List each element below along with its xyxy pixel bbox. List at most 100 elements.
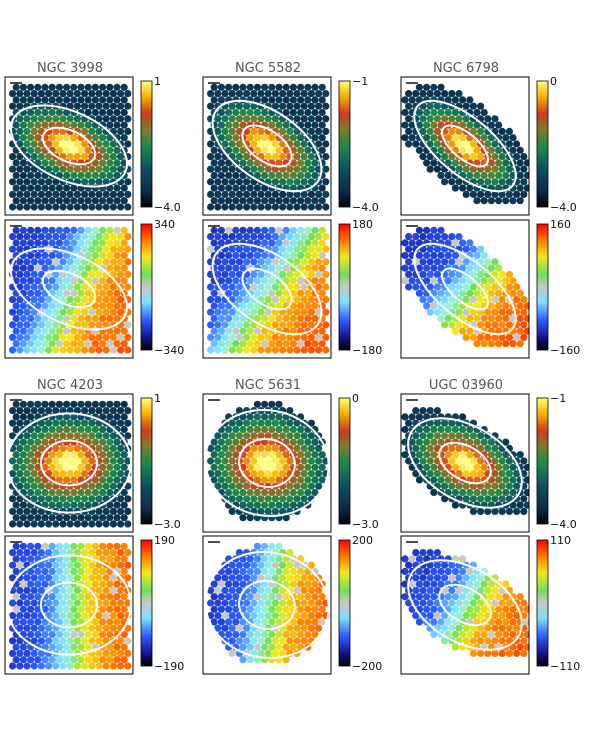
spaxel bbox=[52, 258, 60, 266]
spaxel bbox=[70, 567, 78, 576]
spaxel bbox=[225, 630, 233, 639]
spaxel bbox=[509, 146, 517, 154]
spaxel bbox=[23, 612, 31, 620]
spaxel bbox=[315, 190, 323, 198]
spaxel bbox=[257, 333, 265, 341]
spaxel bbox=[441, 178, 449, 186]
spaxel bbox=[232, 226, 240, 234]
spaxel bbox=[401, 438, 409, 446]
spaxel bbox=[415, 438, 423, 446]
spaxel bbox=[106, 83, 114, 91]
spaxel bbox=[315, 612, 323, 620]
spaxel bbox=[523, 184, 529, 192]
spaxel bbox=[520, 333, 528, 341]
spaxel bbox=[88, 333, 96, 341]
spaxel bbox=[113, 656, 121, 664]
spaxel bbox=[250, 586, 258, 595]
spaxel bbox=[495, 451, 503, 459]
spaxel bbox=[477, 507, 485, 515]
spaxel bbox=[264, 233, 272, 241]
spaxel bbox=[462, 296, 470, 304]
spaxel bbox=[286, 190, 294, 198]
spaxel bbox=[120, 593, 128, 601]
spaxel bbox=[484, 321, 492, 329]
spaxel bbox=[289, 340, 297, 348]
spaxel bbox=[19, 239, 27, 247]
spaxel bbox=[70, 555, 78, 563]
spaxel bbox=[275, 567, 283, 576]
spaxel bbox=[228, 90, 236, 98]
spaxel bbox=[268, 226, 276, 234]
spaxel bbox=[214, 321, 222, 329]
spaxel bbox=[268, 340, 276, 348]
spaxel bbox=[444, 277, 452, 285]
spaxel bbox=[286, 495, 294, 503]
spaxel bbox=[505, 599, 513, 607]
spaxel bbox=[275, 555, 283, 563]
spaxel bbox=[88, 245, 96, 253]
spaxel bbox=[91, 314, 99, 323]
spaxel bbox=[221, 482, 229, 490]
spaxel bbox=[59, 586, 67, 595]
spaxel bbox=[315, 482, 323, 490]
spaxel bbox=[477, 296, 485, 304]
spaxel bbox=[70, 121, 78, 129]
spaxel bbox=[106, 476, 114, 484]
spaxel bbox=[225, 159, 233, 167]
spaxel bbox=[16, 549, 24, 557]
spaxel bbox=[257, 507, 265, 515]
spaxel bbox=[293, 321, 301, 329]
spaxel bbox=[23, 233, 31, 241]
spaxel bbox=[106, 514, 114, 522]
spaxel bbox=[102, 153, 110, 161]
spaxel bbox=[253, 134, 261, 142]
spaxel bbox=[455, 470, 463, 478]
spaxel bbox=[491, 283, 499, 291]
spaxel bbox=[509, 134, 517, 142]
spaxel bbox=[243, 346, 251, 354]
spaxel bbox=[322, 283, 330, 291]
spaxel bbox=[91, 580, 99, 588]
spaxel bbox=[286, 586, 294, 595]
spaxel bbox=[451, 184, 459, 192]
spaxel bbox=[113, 340, 121, 348]
spaxel bbox=[113, 567, 121, 576]
spaxel bbox=[73, 561, 81, 569]
spaxel bbox=[498, 165, 506, 173]
spaxel bbox=[81, 470, 89, 478]
spaxel bbox=[253, 593, 261, 601]
spaxel bbox=[48, 226, 56, 234]
map-panel-flux: −1−4.0 bbox=[202, 75, 379, 216]
spaxel bbox=[113, 451, 121, 459]
spaxel bbox=[239, 618, 247, 626]
spaxel bbox=[484, 115, 492, 123]
spaxel bbox=[41, 605, 49, 613]
spaxel bbox=[81, 296, 89, 304]
spaxel bbox=[210, 451, 218, 459]
spaxel bbox=[293, 90, 301, 98]
spaxel bbox=[19, 413, 27, 421]
spaxel bbox=[9, 549, 17, 557]
spaxel bbox=[307, 444, 315, 452]
spaxel bbox=[322, 321, 330, 329]
spaxel bbox=[214, 333, 222, 341]
isophote-contours bbox=[211, 99, 323, 193]
spaxel bbox=[473, 146, 481, 154]
spaxel bbox=[95, 178, 103, 186]
spaxel bbox=[297, 425, 305, 434]
spaxel bbox=[495, 327, 503, 335]
spaxel bbox=[113, 501, 121, 509]
spaxel bbox=[81, 233, 89, 241]
spaxel bbox=[99, 226, 107, 234]
spaxel bbox=[279, 507, 287, 515]
spaxel bbox=[228, 203, 236, 211]
spaxel bbox=[253, 451, 261, 459]
spaxel bbox=[469, 165, 477, 173]
spaxel bbox=[23, 649, 31, 658]
spaxel bbox=[441, 637, 449, 645]
spaxel bbox=[523, 630, 529, 639]
spaxel bbox=[412, 470, 420, 478]
spaxel bbox=[52, 662, 60, 670]
spaxel bbox=[271, 457, 279, 465]
spaxel bbox=[261, 618, 269, 626]
